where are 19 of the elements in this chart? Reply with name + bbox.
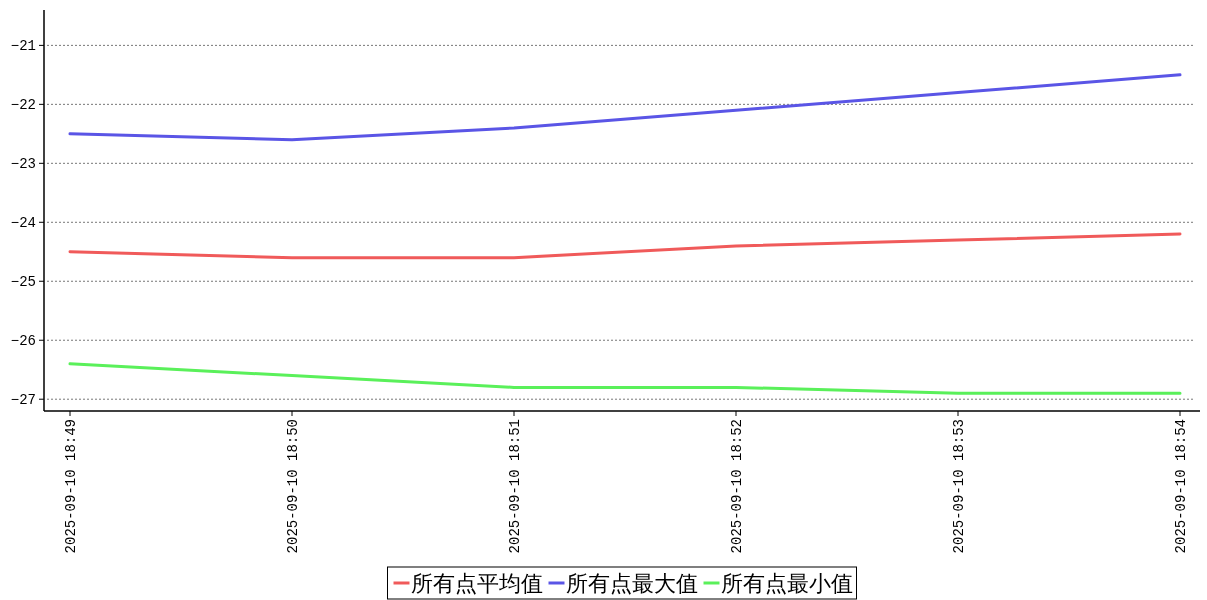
y-tick-label: −23 (10, 156, 36, 173)
line-series (68, 73, 1182, 142)
x-tick-label: 2025-09-10 18:54 (1173, 419, 1189, 554)
x-tick-label: 2025-09-10 18:53 (951, 419, 967, 554)
y-tick-label: −26 (10, 333, 36, 350)
x-tick-label: 2025-09-10 18:51 (507, 419, 523, 554)
y-tick-label: −24 (10, 215, 36, 232)
x-tick-label: 2025-09-10 18:49 (63, 419, 79, 554)
line-series (68, 362, 1182, 395)
y-tick-label: −25 (10, 274, 36, 291)
x-tick-label: 2025-09-10 18:52 (729, 419, 745, 554)
line-series (68, 232, 1182, 260)
x-tick-label: 2025-09-10 18:50 (285, 419, 301, 554)
y-tick-label: −22 (10, 97, 36, 114)
legend-label: 所有点最大值 (565, 571, 698, 596)
y-tick-label: −21 (10, 38, 36, 55)
legend-label: 所有点平均值 (410, 571, 543, 596)
y-tick-label: −27 (10, 392, 36, 409)
legend-label: 所有点最小值 (720, 571, 853, 596)
